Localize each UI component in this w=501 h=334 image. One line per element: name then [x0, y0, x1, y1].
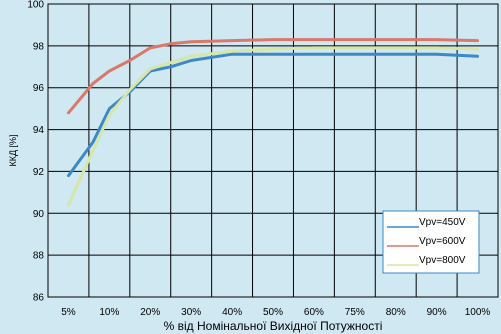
- x-tick-label: 20%: [140, 307, 160, 318]
- y-tick-label: 94: [33, 125, 45, 136]
- y-tick-label: 86: [33, 293, 45, 304]
- legend-entry: Vpv=800V: [419, 255, 466, 266]
- y-tick-label: 92: [33, 167, 45, 178]
- x-tick-label: 100%: [465, 307, 491, 318]
- series-line-vpv-450v: [67, 52, 479, 178]
- y-tick-label: 90: [33, 209, 45, 220]
- legend-box: [382, 210, 480, 274]
- series-line-vpv-600v: [67, 38, 479, 115]
- tick-labels: 86 88 90 92 94 96 98 100 5% 10% 20% 30% 40% 50% 60% 75%…: [27, 0, 490, 318]
- y-tick-label: 98: [33, 41, 45, 52]
- legend: Vpv=450V Vpv=600V Vpv=800V: [382, 210, 480, 274]
- legend-entry: Vpv=600V: [419, 236, 466, 247]
- series-line-vpv-800v: [67, 46, 479, 207]
- x-axis-label: % від Номінальної Вихідної Потужності: [164, 319, 383, 333]
- x-tick-label: 10%: [99, 307, 119, 318]
- legend-entry: Vpv=450V: [419, 217, 466, 228]
- x-tick-label: 90%: [427, 307, 447, 318]
- x-tick-label: 75%: [345, 307, 365, 318]
- y-axis-label: ККД [%]: [8, 134, 18, 166]
- x-tick-label: 80%: [386, 307, 406, 318]
- y-tick-label: 100: [27, 0, 44, 11]
- x-tick-label: 50%: [263, 307, 283, 318]
- y-tick-label: 96: [33, 83, 45, 94]
- y-tick-label: 88: [33, 251, 45, 262]
- x-tick-label: 40%: [222, 307, 242, 318]
- x-tick-label: 30%: [181, 307, 201, 318]
- x-tick-label: 60%: [304, 307, 324, 318]
- x-tick-label: 5%: [61, 307, 76, 318]
- series-lines: [67, 38, 479, 207]
